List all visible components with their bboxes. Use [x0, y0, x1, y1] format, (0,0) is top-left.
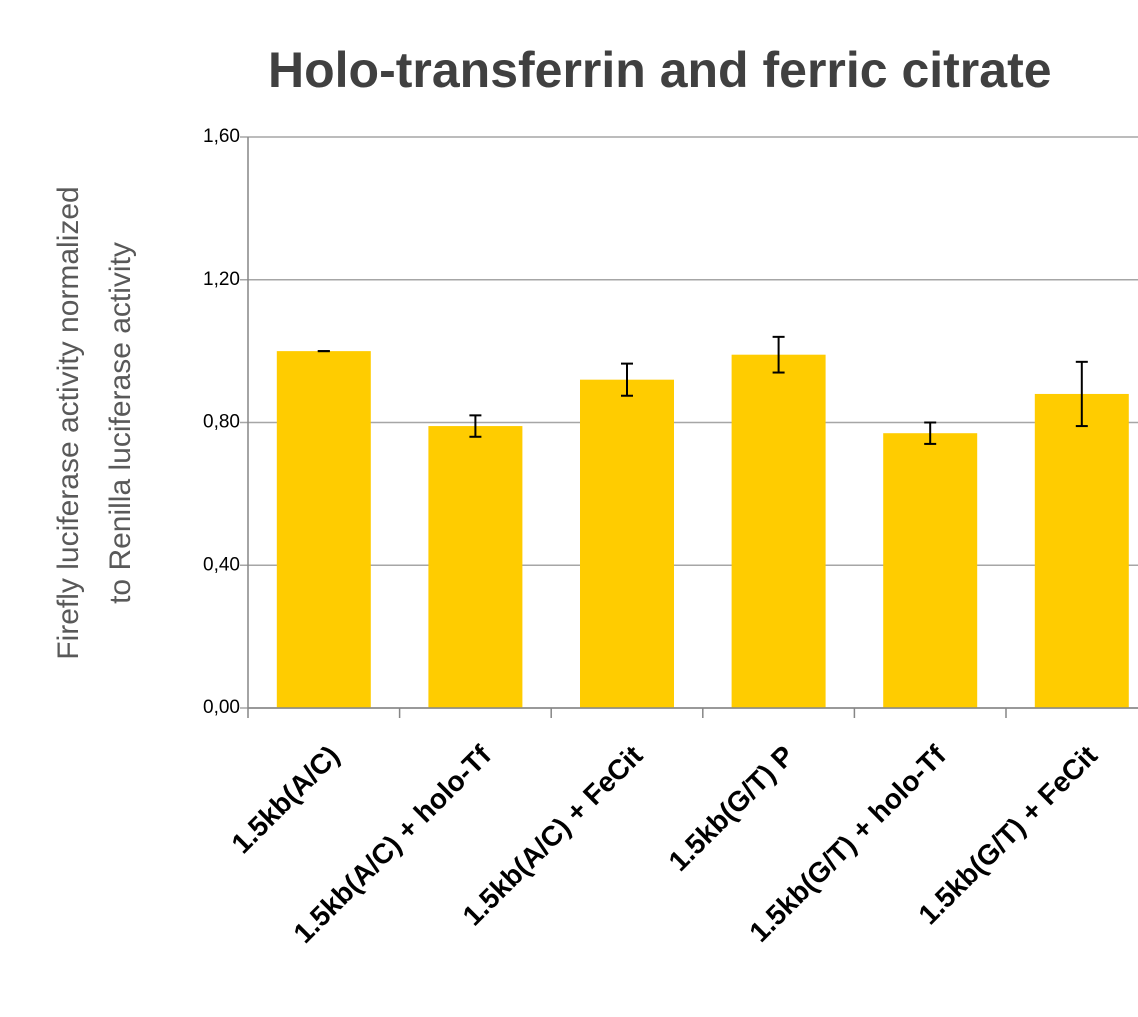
y-tick-label: 0,00 — [203, 697, 240, 718]
bar — [883, 433, 978, 708]
y-tick-label: 1,20 — [203, 269, 240, 290]
error-bar — [469, 414, 482, 438]
y-tick-label: 0,40 — [203, 554, 240, 575]
y-axis-label: to Renilla luciferase activity — [104, 242, 137, 604]
error-bar — [924, 421, 937, 445]
x-tick-label: 1.5kb(G/T) P — [663, 740, 800, 877]
error-bar — [621, 362, 633, 397]
bar — [580, 379, 674, 708]
bar — [731, 354, 826, 708]
chart-title: Holo-transferrin and ferric citrate — [268, 42, 1052, 98]
bar — [1034, 393, 1129, 708]
y-axis-label: Firefly luciferase activity normalized — [52, 186, 85, 659]
bar — [276, 351, 371, 708]
y-tick-label: 0,80 — [203, 412, 240, 433]
bar — [428, 426, 523, 708]
error-bar — [772, 335, 785, 374]
error-bar — [1075, 360, 1088, 428]
x-tick-label: 1.5kb(A/C) — [225, 740, 345, 860]
y-tick-label: 1,60 — [203, 126, 240, 147]
